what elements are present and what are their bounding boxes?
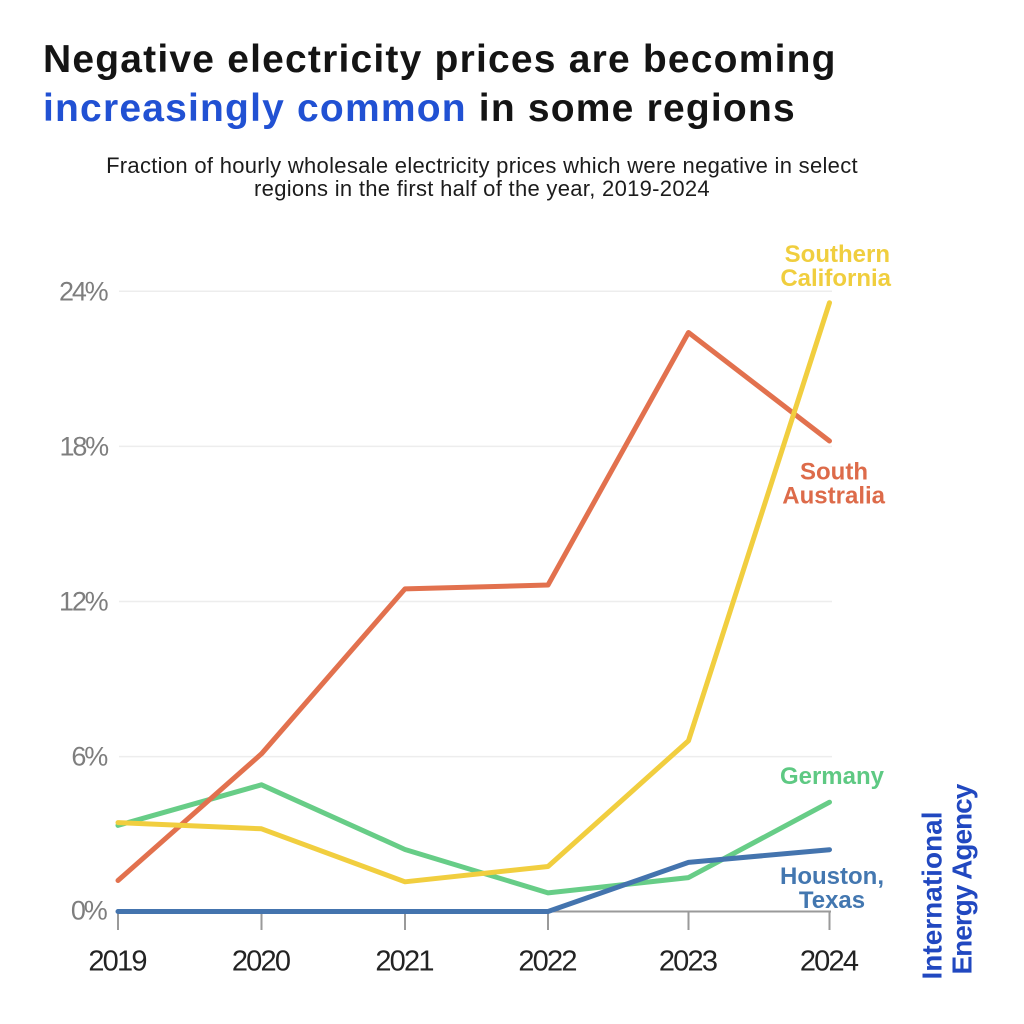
svg-text:24%: 24% [59,277,109,307]
svg-text:12%: 12% [59,587,109,617]
svg-text:Houston,: Houston, [780,863,884,890]
svg-text:0%: 0% [71,896,108,926]
svg-text:Texas: Texas [799,887,865,914]
svg-text:Australia: Australia [782,483,885,510]
svg-text:South: South [800,459,868,486]
svg-text:2023: 2023 [659,946,717,978]
svg-text:18%: 18% [60,432,110,462]
svg-text:2021: 2021 [375,946,433,978]
svg-text:Germany: Germany [780,763,885,790]
svg-text:2020: 2020 [232,946,290,978]
svg-text:2022: 2022 [518,946,576,978]
svg-text:Southern: Southern [785,241,890,268]
svg-text:2024: 2024 [800,946,859,978]
svg-text:6%: 6% [71,742,108,772]
svg-text:California: California [780,265,891,292]
svg-text:International: International [917,811,948,979]
svg-text:2019: 2019 [88,946,146,978]
svg-text:Energy Agency: Energy Agency [947,783,978,974]
